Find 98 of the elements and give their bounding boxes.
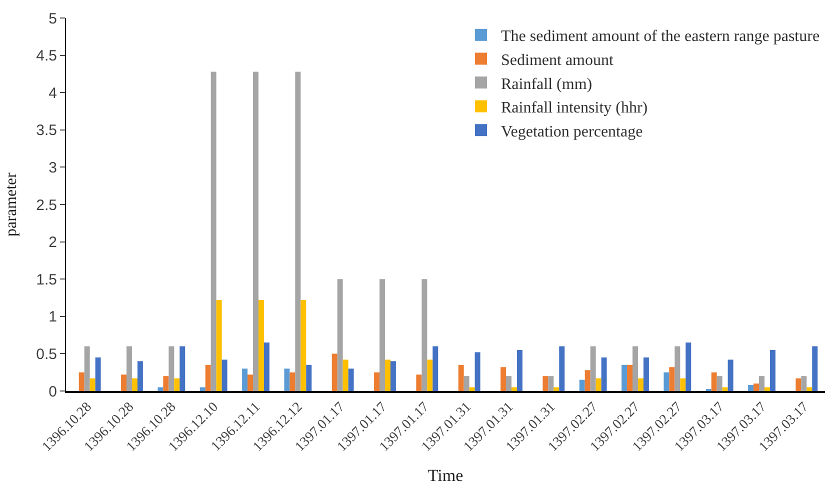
bar: [158, 387, 164, 391]
bar: [121, 374, 127, 391]
bar: [390, 361, 396, 391]
bar: [295, 72, 301, 391]
bar: [242, 368, 248, 391]
bar: [622, 364, 628, 391]
y-tick-label: 2.5: [36, 196, 57, 214]
bar: [664, 372, 670, 391]
y-tick-label: 1.5: [36, 271, 57, 288]
y-tick-label: 4.5: [36, 48, 57, 65]
bar: [200, 387, 206, 391]
bar: [216, 300, 222, 391]
bar: [300, 300, 306, 391]
bar: [516, 350, 522, 391]
bar: [801, 376, 807, 391]
bar: [342, 360, 348, 391]
y-tick-label: 0.5: [36, 346, 57, 363]
bar: [674, 346, 680, 391]
bar: [601, 357, 607, 391]
bar: [579, 380, 585, 391]
bar: [728, 360, 734, 391]
bar: [458, 364, 464, 391]
bar: [126, 346, 132, 391]
y-tick-label: 3: [48, 159, 57, 176]
bar: [210, 72, 216, 391]
bar: [770, 350, 776, 391]
bar: [137, 361, 143, 391]
bar: [248, 374, 254, 391]
bar: [554, 387, 560, 391]
bar: [253, 72, 258, 391]
y-axis-title: parameter: [3, 172, 20, 236]
bar: [806, 387, 812, 391]
bar: [796, 378, 802, 391]
bar: [511, 387, 517, 391]
bar: [716, 376, 722, 391]
bar: [506, 376, 512, 391]
bar: [174, 378, 180, 391]
bar: [180, 346, 186, 391]
bar: [754, 384, 760, 391]
bar: [78, 372, 84, 391]
bar: [596, 378, 602, 391]
bar: [290, 372, 296, 391]
bar: [264, 342, 270, 391]
bar: [205, 364, 211, 391]
bar: [427, 360, 433, 391]
bar: [416, 374, 422, 391]
bar: [680, 378, 686, 391]
bar: [748, 385, 754, 391]
bar: [474, 352, 480, 391]
bar: [548, 376, 554, 391]
bar: [168, 346, 174, 391]
bar: [542, 376, 548, 391]
bar: [464, 376, 470, 391]
bar: [132, 378, 138, 391]
bar: [469, 387, 475, 391]
bar: [337, 279, 343, 391]
bar: [332, 354, 338, 391]
legend-label: Vegetation percentage: [501, 123, 643, 140]
bar: [590, 346, 596, 391]
bar: [374, 372, 380, 391]
bar: [500, 367, 506, 391]
bar: [163, 376, 169, 391]
bar: [559, 346, 565, 391]
bar: [422, 279, 428, 391]
bar: [638, 378, 644, 391]
bar: [669, 367, 675, 391]
y-tick-label: 1: [48, 308, 57, 326]
bar: [722, 387, 728, 391]
legend-label: Sediment amount: [501, 52, 614, 69]
bar: [812, 346, 818, 391]
bar: [284, 368, 290, 391]
bar: [222, 360, 228, 391]
legend-label: The sediment amount of the eastern range pasture: [501, 28, 820, 46]
y-tick-label: 4: [48, 84, 57, 102]
bar: [384, 360, 390, 391]
y-tick-label: 5: [48, 10, 57, 28]
x-axis-title: Time: [428, 466, 464, 485]
bar: [84, 346, 90, 391]
y-tick-label: 2: [48, 234, 57, 252]
bar: [380, 279, 385, 391]
bar: [711, 372, 717, 391]
bar: [759, 376, 764, 391]
bar: [95, 357, 101, 391]
bar: [348, 368, 354, 391]
bar: [764, 387, 770, 391]
y-tick-label: 0: [48, 383, 57, 400]
bar: [643, 357, 649, 391]
bar: [90, 378, 96, 391]
bar: [258, 300, 264, 391]
legend-label: Rainfall intensity (hhr): [501, 100, 648, 117]
bar: [432, 346, 438, 391]
bar: [686, 342, 692, 391]
legend-label: Rainfall (mm): [501, 76, 592, 93]
bar: [306, 364, 312, 391]
y-tick-label: 3.5: [36, 122, 57, 140]
bar: [584, 370, 590, 391]
bar: [632, 346, 638, 391]
bar: [627, 364, 633, 391]
